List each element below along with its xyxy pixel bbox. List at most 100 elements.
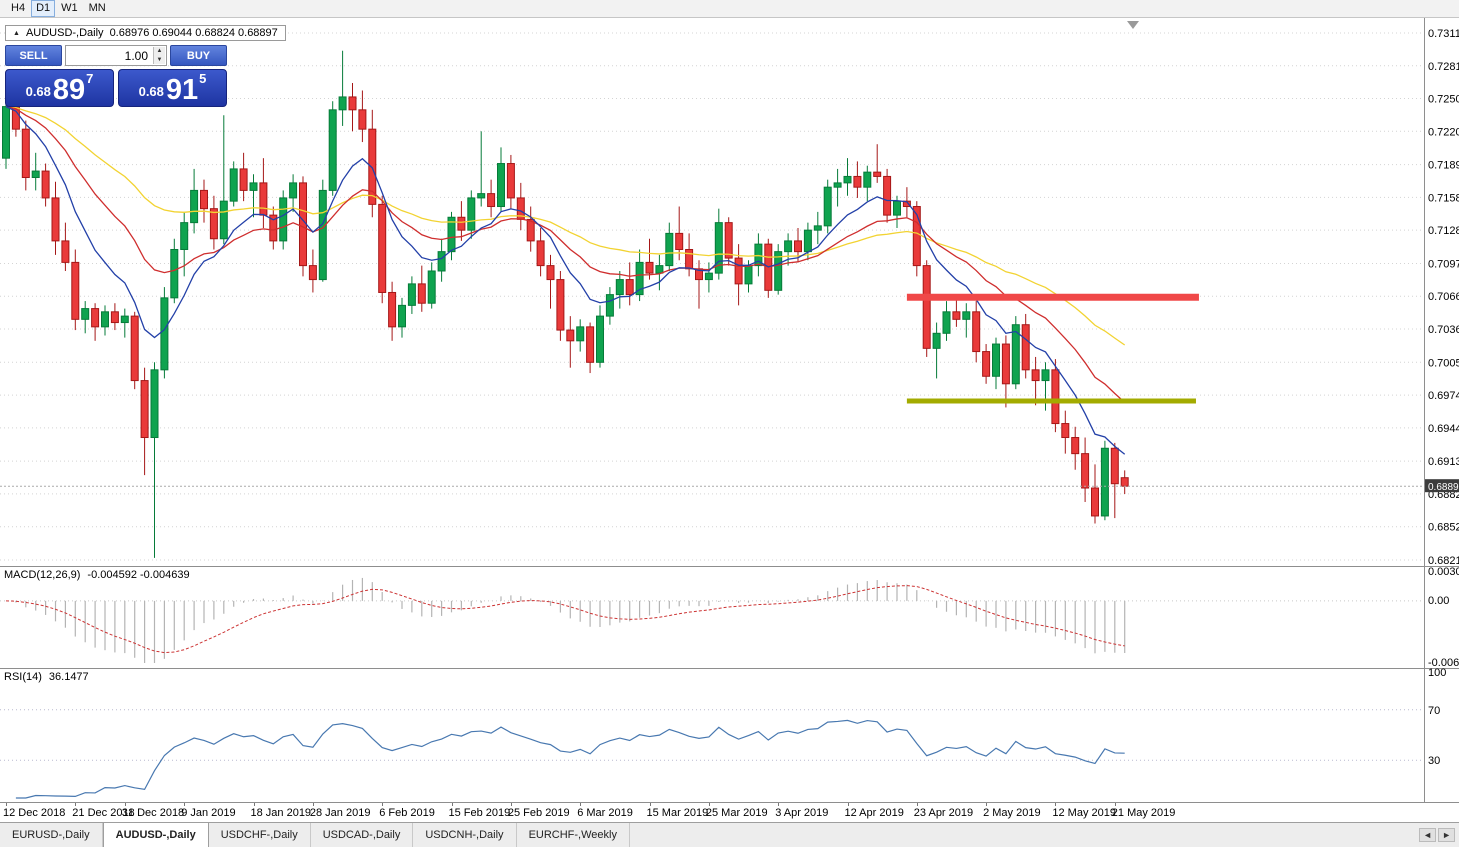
date-label: 21 Dec 2018 xyxy=(72,807,135,819)
svg-text:0.68897: 0.68897 xyxy=(1428,482,1459,493)
chart-tabs-bar: EURUSD-,Daily AUDUSD-,Daily USDCHF-,Daily U… xyxy=(0,822,1459,847)
rsi-title: RSI(14) xyxy=(4,671,42,683)
date-tick xyxy=(510,803,512,806)
date-tick xyxy=(253,803,255,806)
date-label: 31 Dec 2018 xyxy=(121,807,185,819)
date-label: 28 Jan 2019 xyxy=(309,807,371,819)
date-label: 12 May 2019 xyxy=(1052,807,1116,819)
chart-symbol-label: AUDUSD-,Daily xyxy=(25,27,104,39)
chart-tab-eurchf[interactable]: EURCHF-,Weekly xyxy=(516,823,630,847)
tab-scroll-arrows: ◄ ► xyxy=(1415,823,1459,847)
date-label: 21 May 2019 xyxy=(1111,807,1176,819)
date-label: 6 Feb 2019 xyxy=(379,807,435,819)
buy-price-button[interactable]: 0.68 91 5 xyxy=(118,69,227,107)
date-label: 23 Apr 2019 xyxy=(913,807,974,819)
date-label: 6 Mar 2019 xyxy=(577,807,633,819)
timeframe-button-h4[interactable]: H4 xyxy=(11,2,26,14)
date-tick xyxy=(184,803,186,806)
chart-tab-audusd[interactable]: AUDUSD-,Daily xyxy=(102,823,209,847)
macd-panel[interactable]: 0.003035 0.00 -0.00631 xyxy=(0,566,1459,668)
svg-text:100: 100 xyxy=(1428,668,1446,679)
ma-line-slow-yellow[interactable] xyxy=(5,105,1126,346)
date-tick xyxy=(986,803,988,806)
spinner-down-icon[interactable]: ▼ xyxy=(154,55,165,64)
svg-text:0.00: 0.00 xyxy=(1428,595,1449,607)
buy-button[interactable]: BUY xyxy=(170,45,227,66)
date-label: 25 Feb 2019 xyxy=(507,807,570,819)
ma-line-fast-blue[interactable] xyxy=(5,106,1126,455)
chart-tab-usdcad[interactable]: USDCAD-,Daily xyxy=(310,823,414,847)
date-label: 15 Feb 2019 xyxy=(448,807,511,819)
macd-title: MACD(12,26,9) xyxy=(4,569,81,581)
svg-text:30: 30 xyxy=(1428,755,1440,767)
volume-input[interactable]: 1.00 ▲ ▼ xyxy=(65,45,167,66)
macd-indicator-label: MACD(12,26,9) -0.004592 -0.004639 xyxy=(4,569,190,581)
svg-text:-0.00631: -0.00631 xyxy=(1428,657,1459,668)
macd-histogram xyxy=(15,577,1126,663)
volume-spinner[interactable]: ▲ ▼ xyxy=(153,47,165,64)
buy-price-prefix: 0.68 xyxy=(138,84,164,99)
chart-shift-marker[interactable] xyxy=(1127,21,1139,29)
rsi-panel[interactable]: 100 70 30 xyxy=(0,668,1459,802)
sell-button[interactable]: SELL xyxy=(5,45,62,66)
current-price-tag xyxy=(1425,479,1459,493)
date-tick xyxy=(312,803,314,806)
date-label: 25 Mar 2019 xyxy=(705,807,768,819)
timeframe-toolbar: H4 D1 W1 MN xyxy=(0,0,1459,18)
timeframe-button-d1[interactable]: D1 xyxy=(31,0,56,17)
date-axis: 12 Dec 2018 21 Dec 2018 31 Dec 2018 9 Jan 2… xyxy=(0,802,1459,822)
date-label: 18 Jan 2019 xyxy=(250,807,312,819)
date-label: 9 Jan 2019 xyxy=(181,807,236,819)
macd-values: -0.004592 -0.004639 xyxy=(87,569,190,581)
date-tick xyxy=(778,803,780,806)
chart-ohlc-values: 0.68976 0.69044 0.68824 0.68897 xyxy=(109,27,278,39)
date-tick xyxy=(649,803,651,806)
date-tick xyxy=(382,803,384,806)
svg-text:0.70665: 0.70665 xyxy=(1428,291,1459,303)
rsi-value: 36.1477 xyxy=(48,671,89,683)
spinner-up-icon[interactable]: ▲ xyxy=(154,47,165,56)
date-tick xyxy=(6,803,7,806)
chart-tab-usdchf[interactable]: USDCHF-,Daily xyxy=(208,823,311,847)
svg-text:0.003035: 0.003035 xyxy=(1428,566,1459,578)
chart-tab-eurusd[interactable]: EURUSD-,Daily xyxy=(0,823,103,847)
date-tick xyxy=(1055,803,1057,806)
date-tick xyxy=(916,803,918,806)
chart-title: ▲ AUDUSD-,Daily 0.68976 0.69044 0.68824 … xyxy=(5,25,286,41)
chart-tab-usdcnh[interactable]: USDCNH-,Daily xyxy=(413,823,517,847)
sell-price-button[interactable]: 0.68 89 7 xyxy=(5,69,114,107)
tab-scroll-left-icon[interactable]: ◄ xyxy=(1419,828,1437,842)
one-click-trading-panel: SELL 1.00 ▲ ▼ BUY 0.68 89 7 0.68 91 5 xyxy=(5,45,227,107)
sell-price-big: 89 xyxy=(52,74,86,107)
date-label: 2 May 2019 xyxy=(983,807,1041,819)
volume-value: 1.00 xyxy=(124,48,148,63)
rsi-line xyxy=(15,719,1125,799)
date-tick xyxy=(451,803,453,806)
macd-signal-line xyxy=(5,585,1125,654)
one-click-toggle-icon[interactable]: ▲ xyxy=(13,29,20,37)
timeframe-button-mn[interactable]: MN xyxy=(88,2,106,14)
svg-text:0.71585: 0.71585 xyxy=(1428,192,1459,204)
tab-scroll-right-icon[interactable]: ► xyxy=(1438,828,1455,842)
timeframe-button-w1[interactable]: W1 xyxy=(61,2,78,14)
date-label: 3 Apr 2019 xyxy=(775,807,829,819)
date-label: 15 Mar 2019 xyxy=(646,807,709,819)
sell-price-sup: 7 xyxy=(86,71,94,86)
ma-line-mid-red[interactable] xyxy=(5,105,1126,403)
date-tick xyxy=(124,803,126,806)
date-tick xyxy=(75,803,77,806)
date-tick xyxy=(708,803,710,806)
